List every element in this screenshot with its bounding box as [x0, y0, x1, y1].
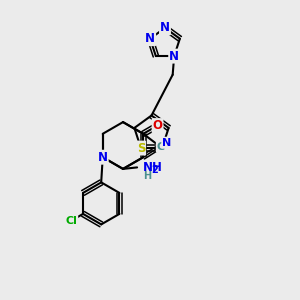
Text: 2: 2	[152, 165, 158, 175]
Text: N: N	[169, 50, 179, 63]
Text: N: N	[98, 151, 108, 164]
Text: NH: NH	[142, 161, 162, 174]
Text: Cl: Cl	[65, 216, 77, 226]
Text: N: N	[162, 138, 171, 148]
Text: S: S	[137, 142, 145, 154]
Text: O: O	[153, 119, 163, 132]
Text: N: N	[145, 32, 155, 45]
Text: H: H	[143, 171, 151, 181]
Text: N: N	[160, 21, 170, 34]
Text: C: C	[157, 142, 165, 152]
